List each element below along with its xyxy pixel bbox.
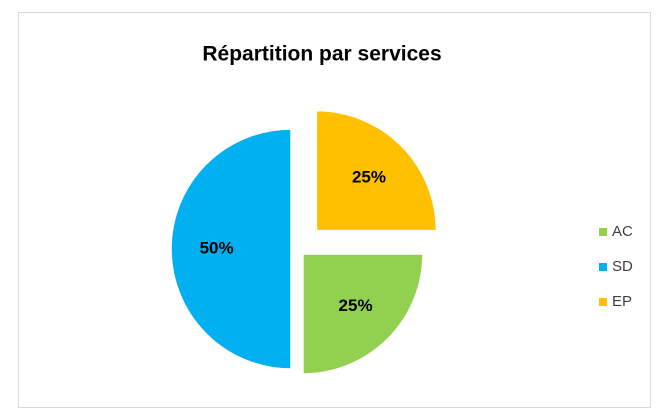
legend-swatch [599,263,607,271]
pie-slice [302,253,424,375]
chart-title: Répartition par services [202,43,441,66]
data-label: 25% [339,296,373,315]
legend-swatch [599,298,607,306]
legend-swatch [599,228,607,236]
pie-slice [315,109,438,232]
data-label: 50% [200,238,234,257]
pie-slice [170,128,292,370]
legend-label: SD [612,258,633,275]
data-label: 25% [352,167,386,186]
legend-label: AC [612,223,633,240]
legend-label: EP [612,293,632,310]
